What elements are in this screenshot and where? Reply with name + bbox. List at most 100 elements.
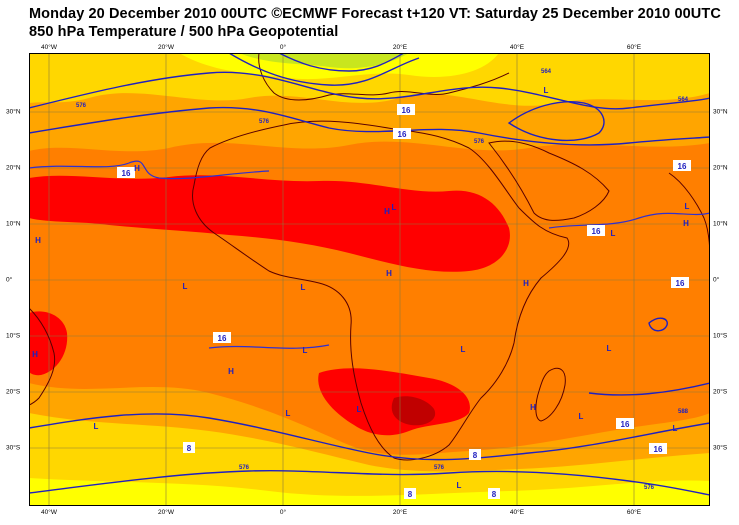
lon-label-bottom: 40°E [509, 509, 525, 516]
isotherm-label: 16 [592, 227, 601, 236]
geopotential-label: 576 [434, 465, 445, 471]
lon-label-bottom: 20°W [158, 509, 174, 516]
geopotential-label: 576 [644, 485, 655, 491]
geopotential-label: 564 [678, 97, 689, 103]
geopotential-label: 576 [474, 139, 485, 145]
temperature-core-south [391, 396, 436, 426]
isotherm-label-box [649, 443, 667, 454]
pressure-centre: L [94, 422, 99, 431]
weather-map: 16 16 16 16 16 16 16 16 8 8 8 8 16 576 576 576 576 576 56… [29, 53, 710, 506]
africa-coastline [192, 120, 570, 461]
lon-label-bottom: 20°E [392, 509, 408, 516]
pressure-centre: H [384, 207, 390, 216]
pressure-centre: H [386, 269, 392, 278]
map-frame [29, 53, 710, 506]
isotherm-label-box [616, 418, 634, 429]
lat-label-right: 10°N [713, 220, 728, 228]
pressure-centre: H [134, 164, 140, 173]
map-subtitle: 850 hPa Temperature / 500 hPa Geopotenti… [29, 24, 339, 40]
isotherm-label-box [488, 488, 500, 499]
lat-label-left: 30°S [6, 444, 21, 452]
temperature-band-south-yellow [29, 478, 710, 506]
lon-label-bottom: 60°E [626, 509, 642, 516]
isotherm-label-box [183, 442, 195, 453]
lon-label-bottom: 0° [279, 509, 287, 516]
geopotential-contours [29, 53, 710, 496]
lon-label-top: 20°W [158, 44, 174, 51]
temperature-band-north-cold [239, 53, 409, 69]
lon-label-top: 0° [279, 44, 287, 51]
lon-label-top: 20°E [392, 44, 408, 51]
lat-label-right: 10°S [713, 332, 728, 340]
pressure-centre: H [32, 350, 38, 359]
pressure-centre: L [461, 345, 466, 354]
isotherm-label: 16 [218, 334, 227, 343]
isotherm-labels: 16 16 16 16 16 16 16 16 8 8 8 8 16 [117, 104, 691, 499]
isotherm-label-box [587, 225, 605, 236]
lat-label-left: 20°S [6, 388, 21, 396]
temperature-hotspot-west [29, 311, 68, 376]
lat-label-right: 20°N [713, 164, 728, 172]
geopotential-label: 576 [76, 103, 87, 109]
lat-label-left: 30°N [6, 108, 21, 116]
madagascar-coastline [535, 367, 566, 422]
lat-label-right: 30°N [713, 108, 728, 116]
pressure-centre: L [357, 405, 362, 414]
temperature-band-hot-tropics [29, 175, 510, 272]
isotherm-label-box [117, 167, 135, 178]
isotherm-label: 8 [492, 490, 497, 499]
pressure-centre: L [303, 346, 308, 355]
lat-label-right: 20°S [713, 388, 728, 396]
map-title: Monday 20 December 2010 00UTC ©ECMWF For… [29, 6, 721, 22]
pressure-centre: L [286, 409, 291, 418]
geopotential-labels: 576 576 576 576 576 564 564 588 576 [76, 69, 689, 491]
isotherm-label: 16 [402, 106, 411, 115]
isotherm-label-box [397, 104, 415, 115]
isotherm-label-box [673, 160, 691, 171]
pressure-centre: L [611, 229, 616, 238]
isotherm-label-box [671, 277, 689, 288]
isotherm-label: 8 [187, 444, 192, 453]
pressure-centre: L [392, 203, 397, 212]
lat-label-right: 0° [713, 276, 720, 284]
isotherm-label: 16 [621, 420, 630, 429]
pressure-centre: L [301, 283, 306, 292]
lat-label-left: 20°N [6, 164, 21, 172]
isotherm-label: 16 [678, 162, 687, 171]
isotherm-label-box [393, 128, 411, 139]
isotherm-label-box [213, 332, 231, 343]
pressure-centre: H [683, 219, 689, 228]
pressure-centre: L [673, 424, 678, 433]
pressure-centre: L [183, 282, 188, 291]
pressure-centre: L [457, 481, 462, 490]
isotherm-label: 16 [654, 445, 663, 454]
pressure-centre: L [579, 412, 584, 421]
isotherm-label-box [404, 488, 416, 499]
lat-label-left: 10°N [6, 220, 21, 228]
isotherm-label-box [469, 449, 481, 460]
temperature-band-south-cool [29, 413, 710, 506]
europe-coastline [258, 53, 510, 101]
lat-label-left: 10°S [6, 332, 21, 340]
arabia-coastline [488, 140, 610, 221]
isotherm-label: 8 [473, 451, 478, 460]
lat-label-right: 30°S [713, 444, 728, 452]
lon-label-bottom: 40°W [41, 509, 57, 516]
south-america-coastline [29, 307, 56, 406]
geopotential-label: 564 [541, 69, 552, 75]
isotherm-label: 16 [398, 130, 407, 139]
isotherm-label: 16 [122, 169, 131, 178]
pressure-centre: L [685, 202, 690, 211]
pressure-centre: H [530, 403, 536, 412]
pressure-centre: L [544, 86, 549, 95]
lat-label-left: 0° [6, 276, 13, 284]
pressure-centre: H [523, 279, 529, 288]
lon-label-top: 40°E [509, 44, 525, 51]
isotherm-label: 16 [676, 279, 685, 288]
isotherm-label: 8 [408, 490, 413, 499]
geopotential-label: 576 [239, 465, 250, 471]
lon-label-top: 60°E [626, 44, 642, 51]
pressure-centre: H [35, 236, 41, 245]
isotherm-contours [29, 160, 710, 349]
